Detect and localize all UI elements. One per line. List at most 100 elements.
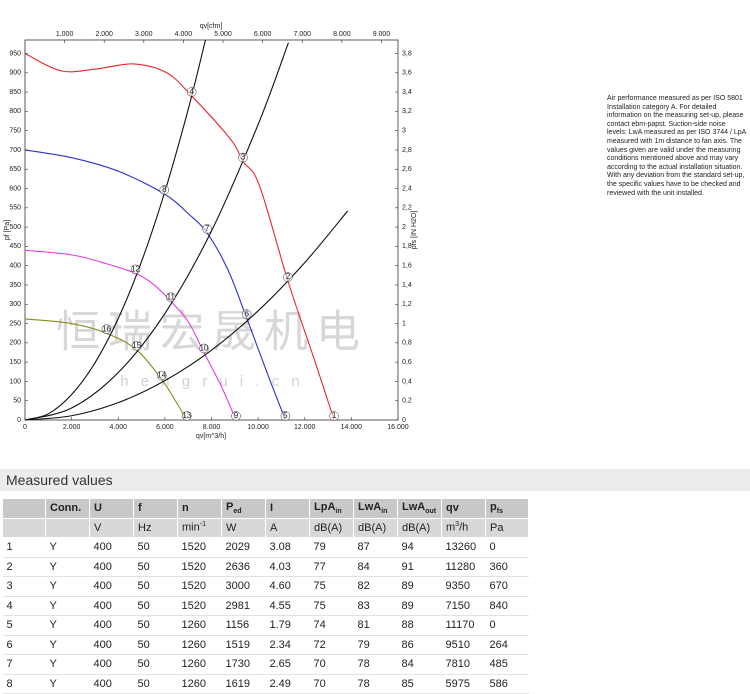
data-cell: 2981	[221, 596, 266, 616]
x-tick-label: 0	[23, 424, 27, 431]
data-cell: 50	[133, 674, 178, 694]
data-cell: 2	[2, 557, 46, 577]
data-cell: 400	[89, 654, 134, 675]
data-cell: 88	[397, 615, 442, 636]
y2-axis-label: pfs [IN H2O]	[411, 211, 418, 250]
header-cell: Conn.	[45, 498, 90, 519]
data-cell: 400	[89, 596, 134, 616]
data-cell: 5	[2, 615, 46, 636]
y-tick-label: 550	[9, 205, 21, 212]
operating-point-label: 4	[189, 87, 194, 96]
data-cell: 84	[397, 654, 442, 675]
data-cell: 0	[485, 537, 529, 558]
operating-point	[231, 411, 241, 421]
header-cell: pfs	[485, 498, 529, 519]
data-cell: 485	[485, 654, 529, 675]
data-cell: Y	[45, 635, 90, 655]
operating-point-label: 13	[182, 411, 191, 420]
x2-tick-label: 8.000	[333, 31, 351, 38]
data-cell: 50	[133, 557, 178, 577]
data-cell: 1.79	[265, 615, 310, 636]
unit-cell: Pa	[485, 517, 529, 538]
y2-tick-label: 1	[402, 320, 406, 327]
data-cell: 1520	[177, 596, 222, 616]
y2-tick-label: 1,4	[402, 282, 412, 289]
data-row: 7 Y 400 50 1260 1730 2.65 70 78 84 7810 485	[2, 654, 529, 675]
y-tick-label: 50	[13, 398, 21, 405]
cell-main: LwA	[402, 501, 426, 514]
data-cell: 1519	[221, 635, 266, 655]
operating-point	[283, 272, 293, 282]
cell-sup: -1	[199, 521, 206, 529]
header-cell: LwAin	[353, 498, 398, 519]
cell-sup: 3	[455, 521, 460, 529]
x2-axis-label: qv[cfm]	[200, 23, 223, 30]
data-cell: 2.34	[265, 635, 310, 655]
data-cell: Y	[45, 557, 90, 577]
y-tick-label: 200	[9, 340, 21, 347]
x-tick-label: 4.000	[109, 424, 127, 431]
unit-cell: A	[265, 517, 310, 538]
x2-tick-label: 9.000	[373, 31, 391, 38]
curve	[25, 249, 237, 420]
header-cell	[2, 498, 46, 519]
y-tick-label: 150	[9, 359, 21, 366]
data-cell: 9350	[441, 576, 486, 597]
cell-sub: fs	[496, 508, 503, 516]
data-cell: 9510	[441, 635, 486, 655]
unit-cell: dB(A)	[397, 517, 442, 538]
y2-tick-label: 0,4	[402, 378, 412, 385]
data-cell: 70	[309, 674, 354, 694]
data-cell: 8	[2, 674, 46, 694]
data-cell: 86	[397, 635, 442, 655]
data-cell: 264	[485, 635, 529, 655]
data-cell: 50	[133, 596, 178, 616]
data-cell: 6	[2, 635, 46, 655]
unit-cell: min-1	[177, 517, 222, 538]
y2-tick-label: 2,6	[402, 166, 412, 173]
cell-sub: in	[381, 508, 388, 516]
operating-point-label: 2	[286, 272, 291, 281]
data-cell: 3	[2, 576, 46, 597]
data-cell: 1260	[177, 615, 222, 636]
data-cell: 1156	[221, 615, 266, 636]
data-cell: 82	[353, 576, 398, 597]
operating-point	[186, 87, 197, 97]
y-tick-label: 600	[9, 185, 21, 192]
cell-sub: in	[335, 508, 342, 516]
operating-point	[199, 343, 209, 354]
y2-tick-label: 0,8	[402, 340, 412, 347]
x-tick-label: 6.000	[156, 424, 174, 431]
x2-tick-label: 4.000	[175, 31, 193, 38]
data-cell: 400	[89, 557, 134, 577]
operating-point-label: 1	[332, 411, 337, 420]
data-row: 8 Y 400 50 1260 1619 2.49 70 78 85 5975 586	[2, 674, 529, 694]
operating-point-label: 7	[205, 224, 210, 233]
data-cell: 5975	[441, 674, 486, 694]
cell-main: min	[182, 522, 200, 535]
operating-point	[156, 370, 167, 381]
y2-tick-label: 0	[402, 417, 406, 424]
data-cell: 0	[485, 615, 529, 636]
operating-point	[238, 152, 248, 163]
cell-main: LwA	[358, 501, 382, 514]
data-cell: 400	[89, 537, 134, 558]
data-cell: 77	[309, 557, 354, 577]
data-cell: 2.49	[265, 674, 310, 694]
data-cell: 840	[485, 596, 529, 616]
y-tick-label: 450	[9, 243, 21, 250]
y2-tick-label: 1,6	[402, 263, 412, 270]
operating-point	[101, 324, 112, 334]
x-tick-label: 8.000	[203, 424, 221, 431]
operating-point-label: 11	[167, 292, 176, 301]
data-cell: 11170	[441, 615, 486, 636]
curve	[25, 40, 207, 420]
data-cell: Y	[45, 537, 90, 558]
data-row: 6 Y 400 50 1260 1519 2.34 72 79 86 9510 264	[2, 635, 529, 655]
data-cell: 2029	[221, 537, 266, 558]
data-cell: Y	[45, 674, 90, 694]
data-cell: 13260	[441, 537, 486, 558]
operating-point-label: 12	[131, 265, 140, 274]
